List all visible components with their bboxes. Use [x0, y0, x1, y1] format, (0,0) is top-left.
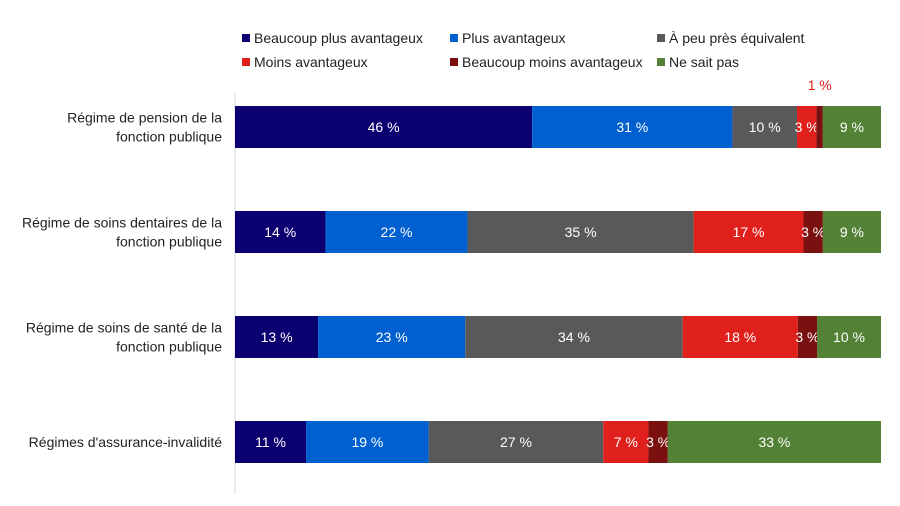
data-label: 1 % [808, 77, 832, 93]
bar-segment [817, 316, 881, 358]
legend-label: Beaucoup moins avantageux [462, 54, 643, 70]
bar-segment [797, 316, 818, 358]
data-label: 10 % [749, 119, 781, 135]
bar-segment [732, 106, 798, 148]
bar-segment [465, 316, 683, 358]
legend-label: Ne sait pas [669, 54, 739, 70]
bar-segment [693, 211, 804, 253]
data-label: 22 % [381, 224, 413, 240]
data-label: 31 % [616, 119, 648, 135]
data-label: 7 % [614, 434, 638, 450]
data-label: 3 % [795, 329, 819, 345]
legend-swatch [450, 34, 458, 42]
category-label: Régimes d'assurance-invalidité [29, 434, 223, 450]
data-label: 14 % [264, 224, 296, 240]
data-label: 35 % [565, 224, 597, 240]
data-label: 18 % [724, 329, 756, 345]
bar-segment [532, 106, 733, 148]
data-label: 9 % [840, 224, 864, 240]
bar-segment [235, 106, 533, 148]
data-label: 27 % [500, 434, 532, 450]
bar-segment [306, 421, 429, 463]
category-label: Régime de pension de la [67, 110, 222, 126]
legend-label: Beaucoup plus avantageux [254, 30, 423, 46]
bar-segment [816, 106, 823, 148]
bar-segment [803, 211, 823, 253]
data-label: 33 % [758, 434, 790, 450]
data-label: 3 % [646, 434, 670, 450]
bar-segment [603, 421, 649, 463]
bar-segment [235, 421, 307, 463]
data-label: 3 % [801, 224, 825, 240]
bar-segment [682, 316, 798, 358]
data-label: 9 % [840, 119, 864, 135]
data-label: 46 % [368, 119, 400, 135]
legend-label: Moins avantageux [254, 54, 368, 70]
category-label: Régime de soins de santé de la [26, 320, 222, 336]
bar-segment [467, 211, 694, 253]
legend-swatch [450, 58, 458, 66]
data-label: 13 % [261, 329, 293, 345]
bar-segment [648, 421, 668, 463]
data-label: 17 % [733, 224, 765, 240]
category-label: Régime de soins dentaires de la [22, 215, 222, 231]
bar-segment [325, 211, 468, 253]
bar-segment [822, 211, 881, 253]
category-label: fonction publique [116, 339, 222, 355]
data-label: 3 % [795, 119, 819, 135]
legend-swatch [242, 58, 250, 66]
category-label: fonction publique [116, 129, 222, 145]
data-label: 10 % [833, 329, 865, 345]
bar-segment [797, 106, 817, 148]
data-label: 23 % [376, 329, 408, 345]
bar-segment [235, 211, 326, 253]
bar-segment [428, 421, 604, 463]
legend-label: À peu près équivalent [669, 30, 805, 46]
data-label: 19 % [351, 434, 383, 450]
data-label: 34 % [558, 329, 590, 345]
legend-swatch [657, 58, 665, 66]
bar-segment [822, 106, 881, 148]
legend-label: Plus avantageux [462, 30, 566, 46]
bar-segment [667, 421, 881, 463]
bar-segment [235, 316, 319, 358]
category-label: fonction publique [116, 234, 222, 250]
legend-swatch [657, 34, 665, 42]
data-label: 11 % [255, 434, 286, 450]
bar-segment [318, 316, 466, 358]
legend-swatch [242, 34, 250, 42]
